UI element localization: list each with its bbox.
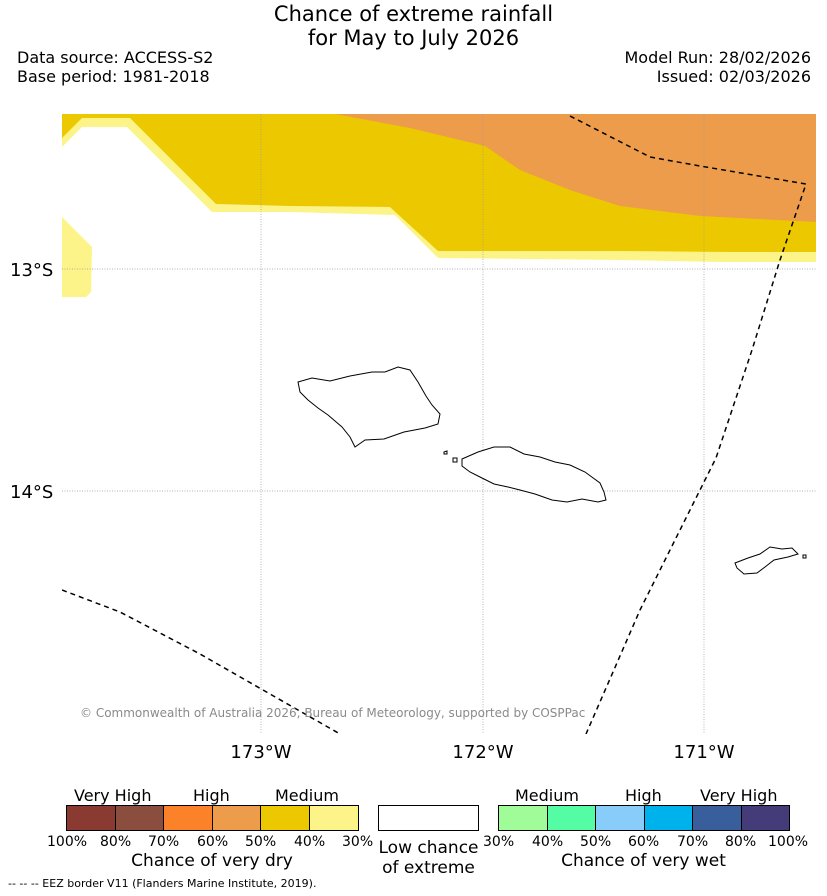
gridlines [62, 114, 816, 734]
legend-swatch [692, 805, 742, 831]
dry-patch-west [62, 217, 92, 297]
issued-date: Issued: 02/03/2026 [656, 67, 811, 86]
legend-dry-header: Medium [275, 786, 339, 805]
island-aunuu [802, 554, 807, 559]
legend-wet-header: High [625, 786, 662, 805]
legend-dry-header: Very High [74, 786, 152, 805]
island-tutuila [734, 546, 799, 575]
legend-neutral-line-2: of extreme [382, 858, 475, 878]
island-apolima [443, 450, 448, 455]
data-source: Data source: ACCESS-S2 [17, 48, 214, 67]
legend-swatch [115, 805, 164, 831]
legend-wet-colorbar [498, 805, 790, 831]
legend-wet-tick: 80% [725, 834, 757, 850]
legend-wet-tick: 30% [483, 834, 515, 850]
legend-wet-header: Very High [700, 786, 778, 805]
legend-dry-tick: 30% [342, 834, 374, 850]
eez-border-note: -- -- -- EEZ border V11 (Flanders Marine… [8, 877, 317, 890]
lon-tick-label: 172°W [452, 742, 513, 763]
lat-tick-label: 14°S [10, 482, 53, 503]
legend-wet-label: Chance of very wet [561, 851, 726, 871]
lon-tick-label: 173°W [230, 742, 291, 763]
island-savaii [297, 366, 441, 448]
title-line-1: Chance of extreme rainfall [273, 2, 554, 26]
lon-tick-label: 171°W [673, 742, 734, 763]
base-period: Base period: 1981-2018 [17, 67, 210, 86]
band-50-60-dry [335, 114, 816, 222]
legend-wet-headers: Medium High Very High [498, 786, 789, 806]
legend-wet-tick: 100% [768, 834, 809, 850]
legend-swatch [741, 805, 790, 831]
legend-dry-label: Chance of very dry [131, 851, 293, 871]
legend-wet-tick: 70% [677, 834, 709, 850]
legend-dry-tick: 50% [245, 834, 277, 850]
island-upolu [461, 446, 607, 503]
legend-swatch [212, 805, 261, 831]
legend-dry-tick: 70% [148, 834, 180, 850]
legend-dry-header: High [193, 786, 230, 805]
model-run: Model Run: 28/02/2026 [624, 48, 812, 67]
legend-neutral-label: Low chance of extreme [368, 838, 489, 878]
legend-swatch [260, 805, 310, 831]
legend-dry-tick: 80% [100, 834, 132, 850]
legend-swatch [547, 805, 596, 831]
legend-dry-colorbar [66, 805, 359, 831]
legend-wet-tick: 50% [580, 834, 612, 850]
eez-borders [62, 115, 807, 734]
legend-wet-tick: 40% [532, 834, 564, 850]
lat-tick-label: 13°S [10, 260, 53, 281]
legend-swatch [309, 805, 359, 831]
header-left: Data source: ACCESS-S2 Base period: 1981… [17, 48, 213, 86]
legend-dry-headers: Very High High Medium [66, 786, 358, 806]
legend-swatch [163, 805, 213, 831]
map-title: Chance of extreme rainfall for May to Ju… [0, 2, 827, 50]
legend-dry-tick: 40% [294, 834, 326, 850]
legend-wet-header: Medium [515, 786, 579, 805]
legend-swatch [498, 805, 548, 831]
header-right: Model Run: 28/02/2026 Issued: 02/03/2026 [625, 48, 812, 86]
legend-swatch [644, 805, 693, 831]
title-line-2: for May to July 2026 [307, 26, 520, 50]
eez-border-east [569, 115, 807, 734]
islands [297, 366, 807, 575]
legend-dry-tick: 100% [47, 834, 88, 850]
legend-swatch [66, 805, 116, 831]
legend-dry-tick: 60% [197, 834, 229, 850]
legend-neutral-swatch [378, 805, 479, 831]
legend-wet-tick: 60% [628, 834, 660, 850]
legend-swatch [595, 805, 645, 831]
island-manono [452, 457, 458, 463]
map-area [62, 114, 816, 734]
legend-neutral-line-1: Low chance [378, 838, 479, 858]
copyright-notice: © Commonwealth of Australia 2026, Bureau… [80, 706, 586, 720]
